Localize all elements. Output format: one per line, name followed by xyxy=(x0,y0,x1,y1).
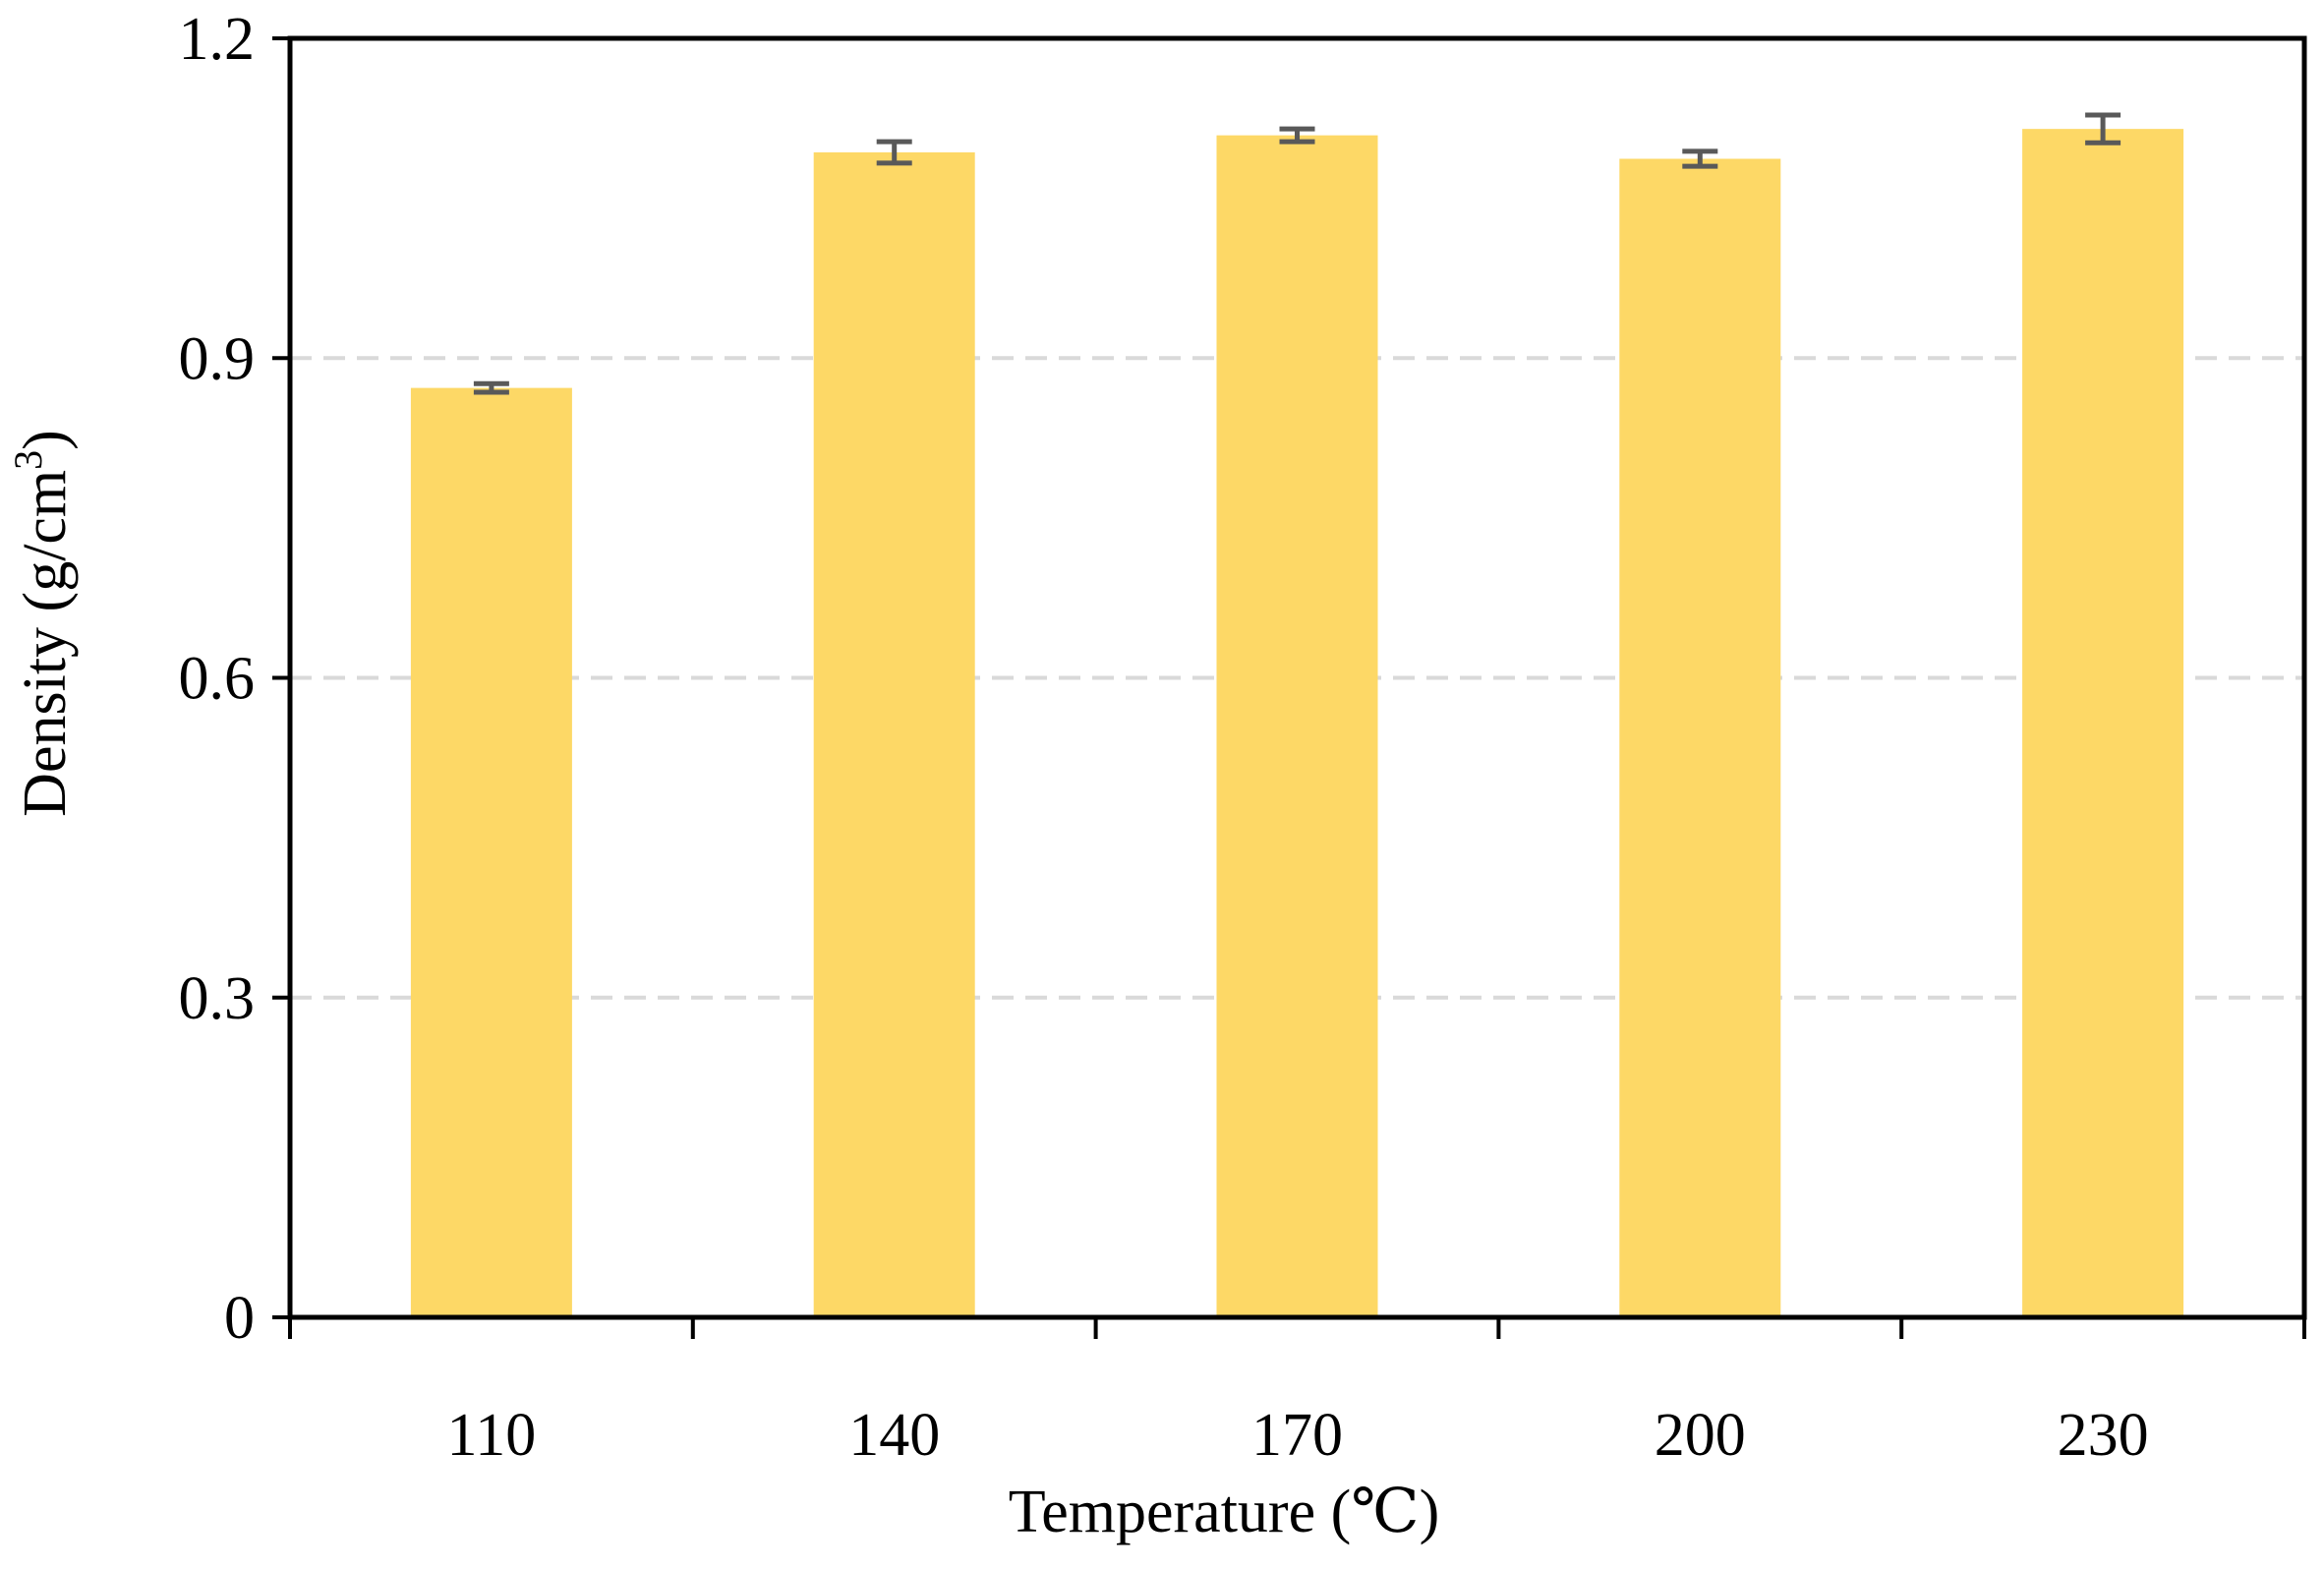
bar xyxy=(1619,158,1781,1317)
y-tick-label: 1.2 xyxy=(179,6,256,73)
x-tick-label: 140 xyxy=(848,1402,940,1469)
x-tick-label: 230 xyxy=(2058,1402,2149,1469)
y-tick-label: 0.3 xyxy=(179,965,256,1032)
y-axis-title: Density (g/cm3) xyxy=(6,430,79,817)
x-tick-label: 170 xyxy=(1251,1402,1343,1469)
y-tick-label: 0 xyxy=(224,1285,255,1352)
y-axis-title-main: Density (g/cm xyxy=(12,470,79,817)
tick-labels: 0 0.3 0.6 0.9 1.2 110 140 170 200 230 xyxy=(179,6,2149,1469)
x-tick-label: 200 xyxy=(1655,1402,1746,1469)
error-bars xyxy=(473,112,2121,395)
bar xyxy=(410,387,572,1317)
y-axis-title-superscript: 3 xyxy=(6,450,50,470)
y-tick-label: 0.9 xyxy=(179,325,256,392)
plot-frame xyxy=(287,35,2307,1320)
bar xyxy=(1216,135,1378,1317)
bars xyxy=(410,129,2184,1317)
x-axis-title: Temperature (℃) xyxy=(1009,1479,1440,1545)
x-tick-label: 110 xyxy=(447,1402,537,1469)
bar xyxy=(2022,129,2184,1317)
bar xyxy=(813,152,975,1317)
y-tick-label: 0.6 xyxy=(179,646,256,713)
y-axis-title-close: ) xyxy=(12,430,79,450)
axes xyxy=(272,35,2307,1339)
